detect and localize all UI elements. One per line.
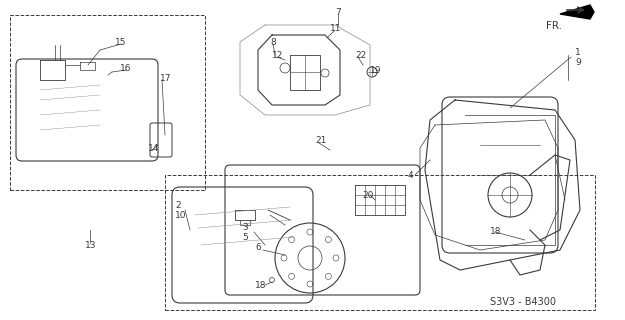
Text: 19: 19 — [370, 66, 381, 75]
Text: 10: 10 — [175, 211, 186, 220]
Text: 11: 11 — [330, 23, 341, 33]
Text: FR.: FR. — [546, 21, 562, 31]
Bar — [165, 175, 595, 310]
Text: 18: 18 — [490, 228, 501, 236]
Text: 7: 7 — [335, 7, 341, 17]
Text: 1: 1 — [575, 47, 581, 57]
Text: 15: 15 — [115, 37, 126, 46]
Text: 22: 22 — [355, 51, 366, 60]
Text: 9: 9 — [575, 58, 581, 67]
Text: 21: 21 — [315, 135, 326, 145]
Text: 17: 17 — [160, 74, 171, 83]
Text: 14: 14 — [148, 143, 159, 153]
Bar — [10, 15, 205, 190]
Text: 6: 6 — [255, 244, 261, 252]
Text: 2: 2 — [175, 201, 181, 210]
Text: 5: 5 — [242, 234, 248, 243]
Text: 3: 3 — [242, 223, 248, 233]
Text: 20: 20 — [362, 190, 373, 199]
Text: 16: 16 — [120, 63, 131, 73]
Text: 8: 8 — [270, 37, 276, 46]
Text: 18: 18 — [255, 281, 266, 290]
Text: 12: 12 — [272, 51, 283, 60]
Text: S3V3 - B4300: S3V3 - B4300 — [490, 297, 556, 307]
Polygon shape — [560, 5, 594, 19]
Text: 13: 13 — [85, 241, 96, 250]
Text: 4: 4 — [408, 171, 414, 180]
